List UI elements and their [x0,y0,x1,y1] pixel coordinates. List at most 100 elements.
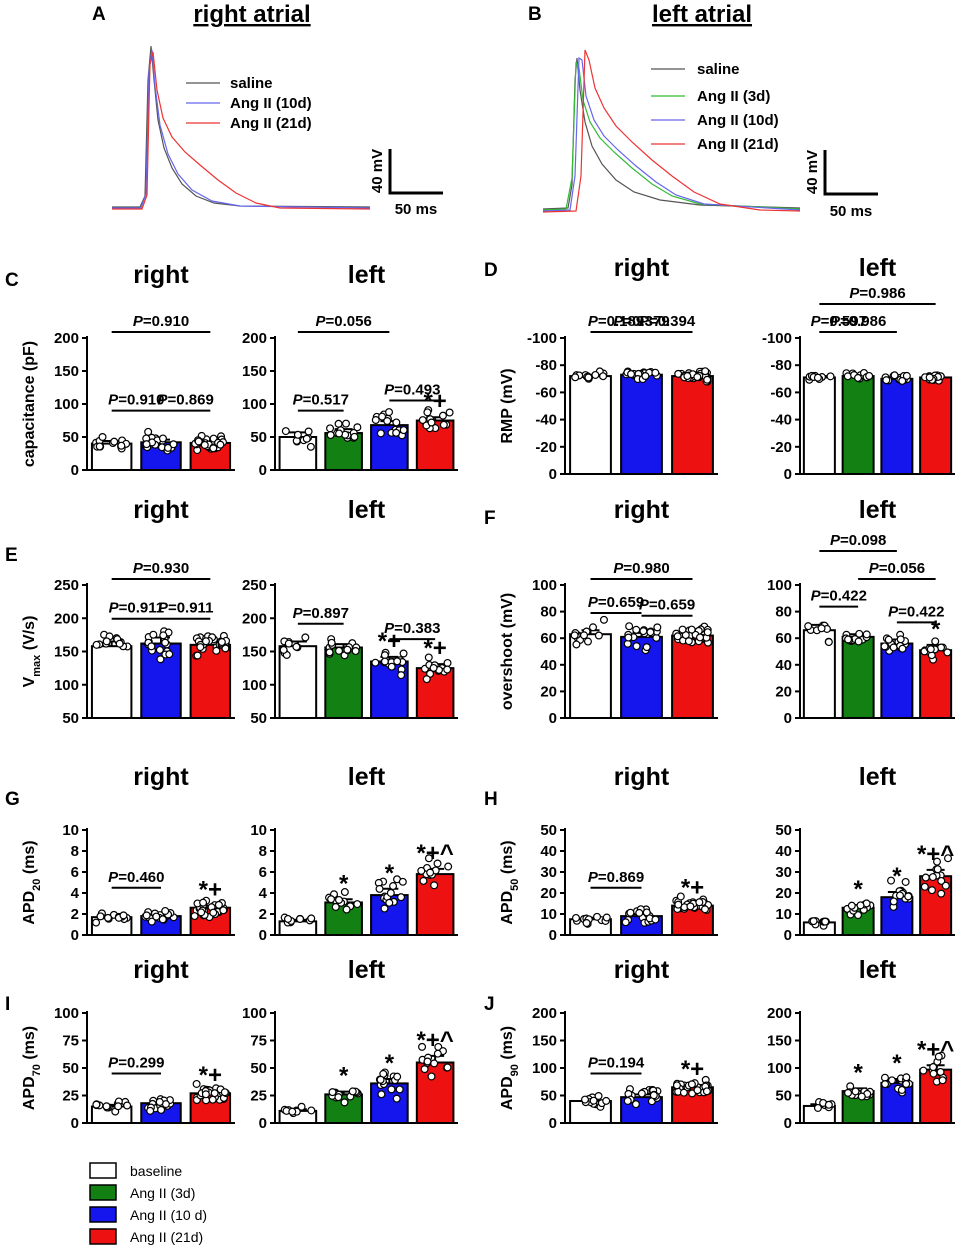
data-point [929,1063,938,1072]
p-value-label: P=0.056 [869,560,925,577]
data-point [637,1089,646,1098]
chart-f-left: left020406080100*P=0.422P=0.422P=0.056P=… [767,496,955,727]
data-point [599,615,608,624]
y-tick-label: 150 [242,363,267,380]
data-point [417,866,426,875]
significance-mark: *+ [378,628,401,655]
p-value-label: P=0.422 [811,588,867,605]
panel-letter-d: D [484,260,498,281]
data-point [927,886,936,895]
y-tick-label: 200 [532,1005,557,1022]
y-tick-label: 100 [242,677,267,694]
data-point [217,638,226,647]
legend-label-angii-21d: Ang II (21d) [130,1229,203,1245]
significance-mark: * [339,1063,349,1090]
trace-panel-a: A right atrial saline Ang II (10d) Ang I… [92,1,443,218]
data-point [687,1080,696,1089]
y-tick-label: 75 [250,1033,267,1050]
data-point [387,662,396,671]
y-tick-label: 20 [775,885,792,902]
y-tick-label: 150 [54,644,79,661]
significance-mark: *+ [199,1062,222,1089]
chart-title: left [859,496,897,524]
data-point [674,900,683,909]
data-point [583,637,592,646]
data-point [393,1072,402,1081]
data-point [897,1085,906,1094]
data-point [102,637,111,646]
data-point [589,1096,598,1105]
data-point [214,900,223,909]
chart-title: left [348,261,386,289]
significance-mark: * [853,876,863,903]
data-point [161,638,170,647]
y-tick-label: 50 [540,822,557,839]
y-tick-label: 0 [784,1115,792,1132]
data-point [419,876,428,885]
y-tick-label: 0 [549,1115,557,1132]
data-point [418,1042,427,1051]
data-point [386,888,395,897]
data-point [209,444,218,453]
data-point [98,433,107,442]
data-point [348,1087,357,1096]
trace-a-angii-10d-line [112,49,371,209]
data-point [621,918,630,927]
data-point [196,643,205,652]
bar [919,376,953,475]
y-tick-label: 0 [71,462,79,479]
data-point [809,917,818,926]
data-point [933,865,942,874]
data-point [395,1085,404,1094]
data-point [307,914,316,923]
data-point [678,625,687,634]
y-tick-label: 8 [259,843,267,860]
data-point [881,1080,890,1089]
data-point [342,419,351,428]
p-value-label: P=0.098 [830,532,886,549]
p-value-label: P=0.910 [133,313,189,330]
group-legend: baseline Ang II (3d) Ang II (10 d) Ang I… [89,1162,207,1245]
data-point [941,881,950,890]
data-point [433,859,442,868]
data-point [844,635,853,644]
significance-mark: *+^ [416,1027,453,1054]
y-tick-label: 100 [532,1060,557,1077]
y-axis-label: overshoot (mV) [499,593,516,710]
data-point [651,368,660,377]
data-point [862,630,871,639]
legend-b-label-1: Ang II (3d) [697,88,770,105]
data-point [377,1090,386,1099]
significance-mark: *+ [423,635,446,662]
y-tick-label: -40 [770,412,792,429]
chart-title: right [133,956,189,984]
data-point [890,371,899,380]
legend-b-label-2: Ang II (10d) [697,112,779,129]
data-point [813,373,822,382]
chart-g-left: left 0 2 4 6 8 10 * * *+^ [250,763,458,944]
y-axis-label: capacitance (pF) [21,341,38,467]
data-point [110,437,119,446]
data-point [326,431,335,440]
y-tick-label: 6 [259,864,267,881]
y-tick-label: 50 [775,1088,792,1105]
data-point [371,658,380,667]
bar [841,635,875,719]
chart-h-left: left 0 10 20 30 40 50 * * *+^ [775,763,955,944]
data-point [96,912,105,921]
y-tick-label: -40 [535,412,557,429]
data-point [387,1085,396,1094]
data-point [142,440,151,449]
data-point [430,881,439,890]
data-point [444,862,453,871]
data-point [398,877,407,886]
data-point [702,1087,711,1096]
panel-letter-b: B [528,4,542,25]
y-tick-label: 100 [54,1005,79,1022]
data-point [350,432,359,441]
data-point [623,1096,632,1105]
y-tick-label: 50 [62,1060,79,1077]
significance-mark: *+^ [917,841,954,868]
data-point [194,437,203,446]
y-tick-label: 60 [540,630,557,647]
